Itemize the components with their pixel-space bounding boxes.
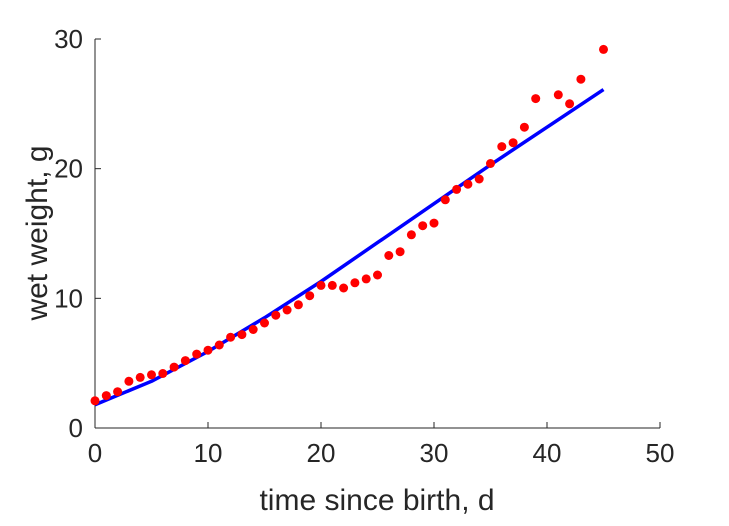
data-point: [406, 230, 416, 240]
data-point: [497, 142, 507, 152]
data-point: [440, 195, 450, 205]
data-point: [226, 332, 236, 342]
data-point: [553, 90, 563, 100]
data-point: [486, 159, 495, 168]
data-point: [350, 278, 360, 288]
fit-line: [94, 88, 605, 407]
data-point: [429, 218, 439, 228]
data-point: [463, 179, 473, 189]
data-point: [531, 94, 541, 104]
data-point: [90, 396, 100, 406]
data-point: [373, 270, 382, 280]
data-point: [418, 221, 428, 231]
data-point: [474, 174, 484, 184]
x-axis-label: time since birth, d: [259, 484, 494, 517]
y-tick-label: 20: [54, 154, 83, 184]
data-point: [180, 356, 190, 366]
data-points-layer: [90, 44, 608, 406]
y-tick-label: 0: [69, 413, 83, 443]
data-point: [192, 349, 202, 359]
data-point: [327, 280, 337, 290]
data-point: [124, 376, 134, 386]
data-point: [113, 387, 123, 397]
data-point: [101, 391, 111, 401]
data-point: [203, 345, 213, 355]
data-point: [260, 318, 269, 328]
x-tick-label: 50: [646, 438, 675, 468]
data-point: [576, 74, 586, 84]
x-tick-label: 30: [420, 438, 449, 468]
data-point: [237, 330, 247, 340]
data-point: [395, 247, 405, 257]
data-point: [339, 283, 349, 293]
data-point: [599, 44, 608, 54]
data-point: [158, 369, 168, 378]
axis-ticks: 0 10 20 30 40 50 0 10 20 30: [54, 24, 674, 468]
data-point: [305, 291, 315, 301]
data-point: [452, 184, 462, 194]
x-tick-label: 20: [307, 438, 336, 468]
x-tick-label: 0: [88, 438, 102, 468]
data-point: [169, 362, 179, 372]
data-point: [248, 325, 258, 334]
data-point: [384, 251, 394, 260]
data-point: [282, 305, 292, 315]
data-point: [361, 274, 371, 284]
data-point: [293, 300, 303, 310]
fit-line-layer: [94, 88, 605, 407]
y-axis-label: wet weight, g: [21, 145, 54, 321]
data-point: [565, 99, 575, 109]
y-tick-label: 30: [54, 24, 83, 54]
x-tick-label: 10: [194, 438, 223, 468]
data-point: [271, 310, 281, 320]
data-point: [508, 138, 518, 148]
y-tick-label: 10: [54, 283, 83, 313]
data-point: [519, 122, 529, 132]
x-tick-label: 40: [533, 438, 562, 468]
data-point: [135, 372, 145, 382]
data-point: [316, 280, 326, 290]
data-point: [147, 370, 156, 380]
data-point: [214, 340, 224, 350]
